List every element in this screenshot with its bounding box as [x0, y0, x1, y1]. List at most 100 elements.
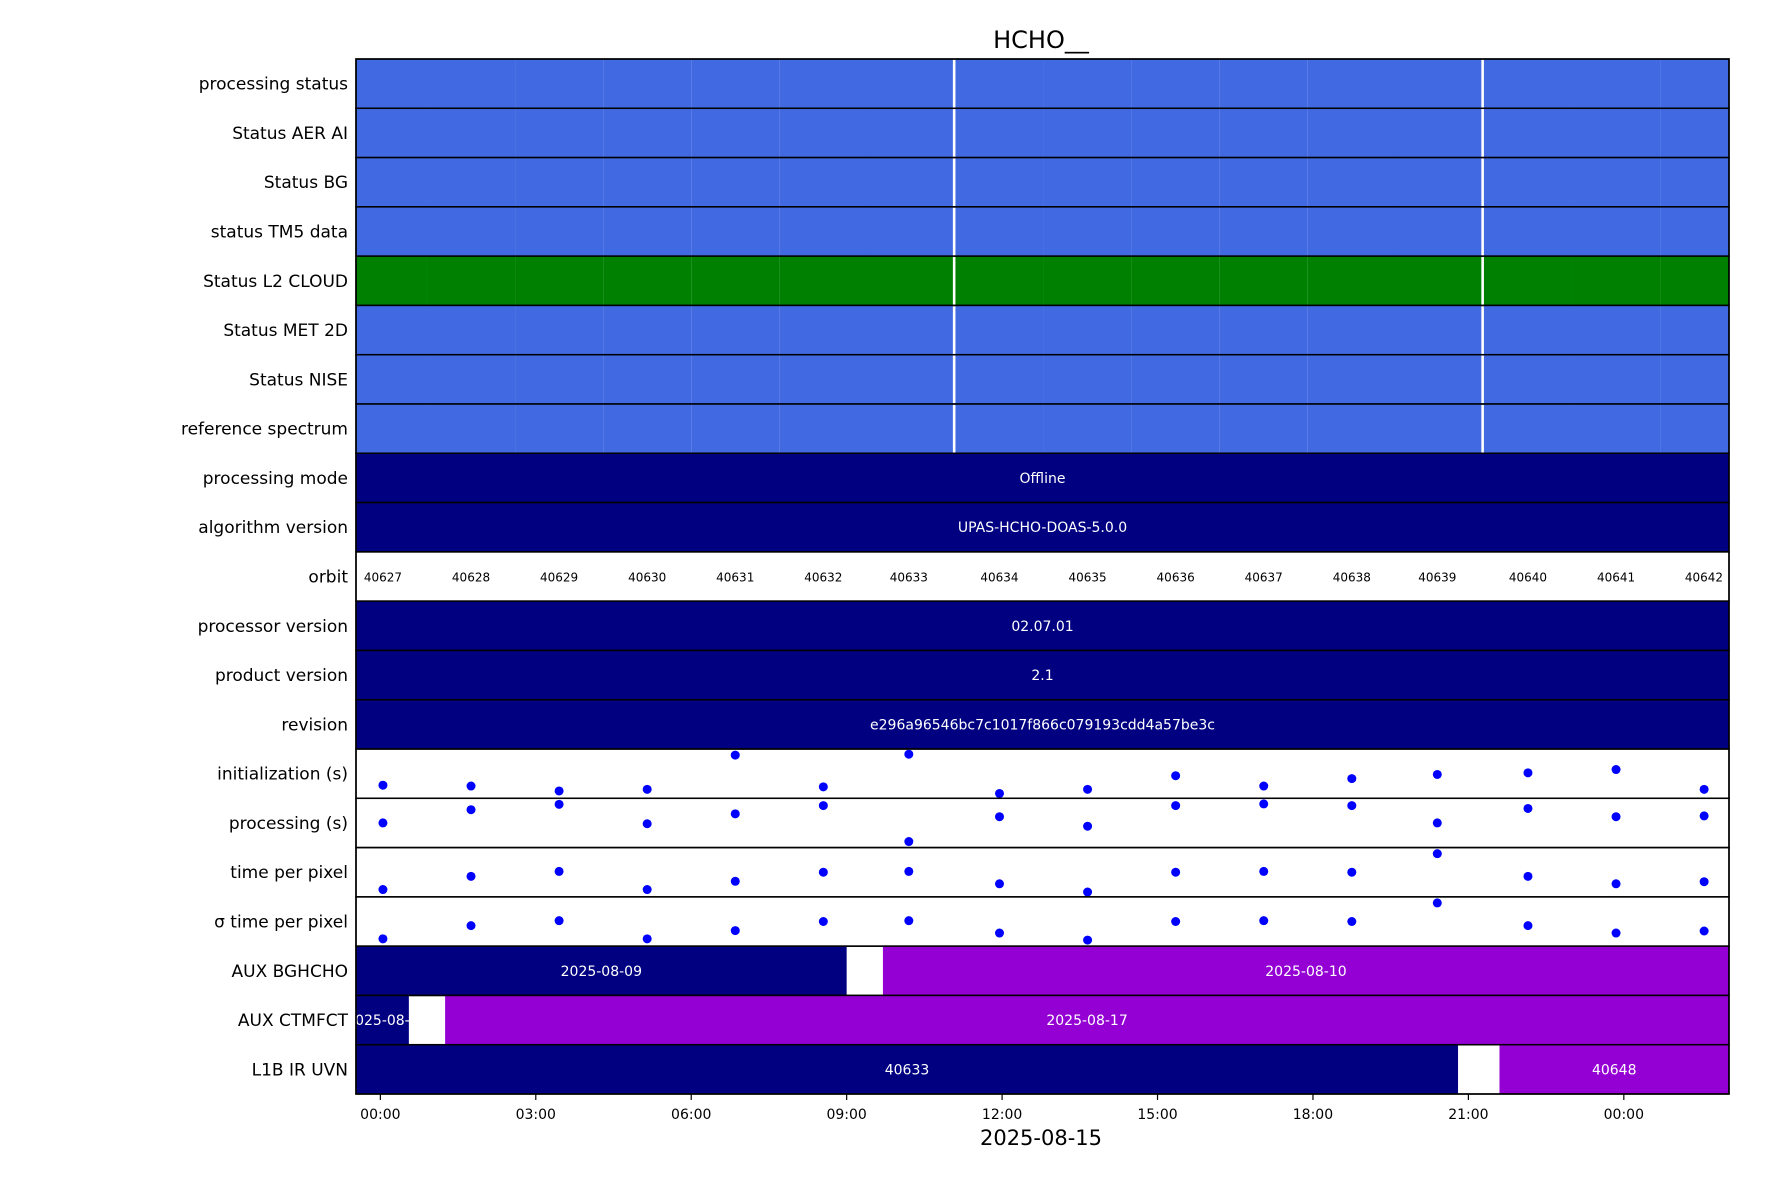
- status-segment: [1572, 404, 1661, 454]
- interval-fill: [882, 946, 1729, 996]
- status-segment: [1131, 206, 1220, 257]
- status-segment: [1131, 305, 1220, 355]
- plot-frame: [355, 58, 1730, 1095]
- chart-title: HCHO__: [993, 26, 1090, 54]
- band-fill: [356, 650, 1729, 700]
- status-segment: [356, 157, 427, 207]
- data-point: [1611, 812, 1621, 822]
- status-segment: [1131, 157, 1220, 207]
- status-segment: [515, 59, 604, 109]
- data-point: [642, 885, 652, 895]
- x-tick-label: 09:00: [826, 1107, 866, 1123]
- status-segment: [864, 108, 953, 158]
- status-segment: [1393, 305, 1482, 355]
- orbit-label: 40641: [1597, 571, 1635, 585]
- status-segment: [1483, 305, 1573, 355]
- status-segment: [1307, 305, 1396, 355]
- data-point: [642, 934, 652, 944]
- x-tick-label: 21:00: [1448, 1107, 1488, 1123]
- data-point: [466, 871, 476, 881]
- status-segment: [1393, 256, 1482, 306]
- orbit-label: 40638: [1333, 571, 1371, 585]
- data-point: [1083, 821, 1093, 831]
- x-axis-label: 2025-08-15: [980, 1126, 1102, 1150]
- x-tick-label: 00:00: [360, 1107, 400, 1123]
- interval-text: 2025-08-1: [346, 1013, 418, 1029]
- status-segment: [1483, 256, 1573, 306]
- status-segment: [426, 59, 516, 109]
- data-point: [1523, 921, 1533, 931]
- data-point: [1523, 803, 1533, 813]
- data-point: [1699, 784, 1709, 794]
- status-segment: [1307, 59, 1396, 109]
- row-label: processing status: [199, 75, 348, 95]
- orbit-label: 40632: [804, 571, 842, 585]
- status-segment: [1660, 206, 1729, 257]
- row-algorithm-version: algorithm version UPAS-HCHO-DOAS-5.0.0: [198, 501, 1730, 553]
- status-segment: [1043, 305, 1132, 355]
- data-point: [1347, 867, 1357, 877]
- data-point: [994, 788, 1004, 798]
- data-point: [1171, 867, 1181, 877]
- band-text: UPAS-HCHO-DOAS-5.0.0: [958, 520, 1127, 536]
- data-point: [1611, 879, 1621, 889]
- row-status-met-2d: Status MET 2D: [223, 304, 1730, 356]
- status-segment: [1307, 404, 1396, 454]
- orbit-label: 40630: [628, 571, 666, 585]
- status-segment: [426, 157, 516, 207]
- status-segment: [1219, 305, 1308, 355]
- status-segment: [1572, 305, 1661, 355]
- data-point: [1083, 784, 1093, 794]
- row-status-nise: Status NISE: [249, 353, 1730, 405]
- row-status-bg: Status BG: [264, 156, 1730, 208]
- plot-area: processing status Status AER AI Status BG s…: [181, 58, 1730, 1095]
- row-processor-version: processor version 02.07.01: [198, 600, 1730, 652]
- data-point: [1699, 877, 1709, 887]
- status-segment: [1393, 59, 1482, 109]
- status-segment: [1572, 108, 1661, 158]
- row-status-aer-ai: Status AER AI: [232, 107, 1730, 159]
- data-point: [1432, 769, 1442, 779]
- row-label: revision: [281, 715, 348, 735]
- status-segment: [1393, 354, 1482, 404]
- status-segment: [864, 354, 953, 404]
- data-point: [904, 749, 914, 759]
- interval-fill: [356, 995, 409, 1045]
- status-segment: [515, 206, 604, 257]
- status-segment: [1660, 404, 1729, 454]
- status-segment: [1572, 157, 1661, 207]
- data-point: [1347, 917, 1357, 926]
- status-segment: [779, 206, 868, 257]
- data-point: [378, 934, 388, 944]
- status-segment: [1483, 404, 1573, 454]
- row-label: product version: [215, 666, 348, 686]
- status-segment: [1572, 59, 1661, 109]
- interval-fill: [356, 1044, 1459, 1094]
- row-label: Status MET 2D: [223, 321, 348, 341]
- data-point: [1432, 898, 1442, 908]
- status-segment: [864, 256, 953, 306]
- data-point: [1083, 887, 1093, 897]
- status-segment: [1393, 206, 1482, 257]
- data-point: [642, 819, 652, 829]
- band-text: e296a96546bc7c1017f866c079193cdd4a57be3c: [870, 717, 1215, 733]
- status-segment: [1219, 59, 1308, 109]
- status-segment: [515, 256, 604, 306]
- status-segment: [1131, 108, 1220, 158]
- status-segment: [1307, 256, 1396, 306]
- row-label: AUX CTMFCT: [238, 1011, 349, 1031]
- status-segment: [603, 256, 692, 306]
- status-segment: [691, 59, 780, 109]
- status-segment: [779, 354, 868, 404]
- orbit-label: 40642: [1685, 571, 1723, 585]
- status-segment: [1483, 157, 1573, 207]
- row-status-l2-cloud: Status L2 CLOUD: [203, 255, 1730, 307]
- status-segment: [779, 157, 868, 207]
- interval-text: 40633: [885, 1062, 930, 1078]
- status-segment: [1660, 157, 1729, 207]
- row-l1b-ir-uvn: L1B IR UVN 40633 40648: [252, 1043, 1730, 1095]
- data-point: [1523, 768, 1533, 778]
- status-segment: [603, 404, 692, 454]
- x-tick-label: 06:00: [671, 1107, 711, 1123]
